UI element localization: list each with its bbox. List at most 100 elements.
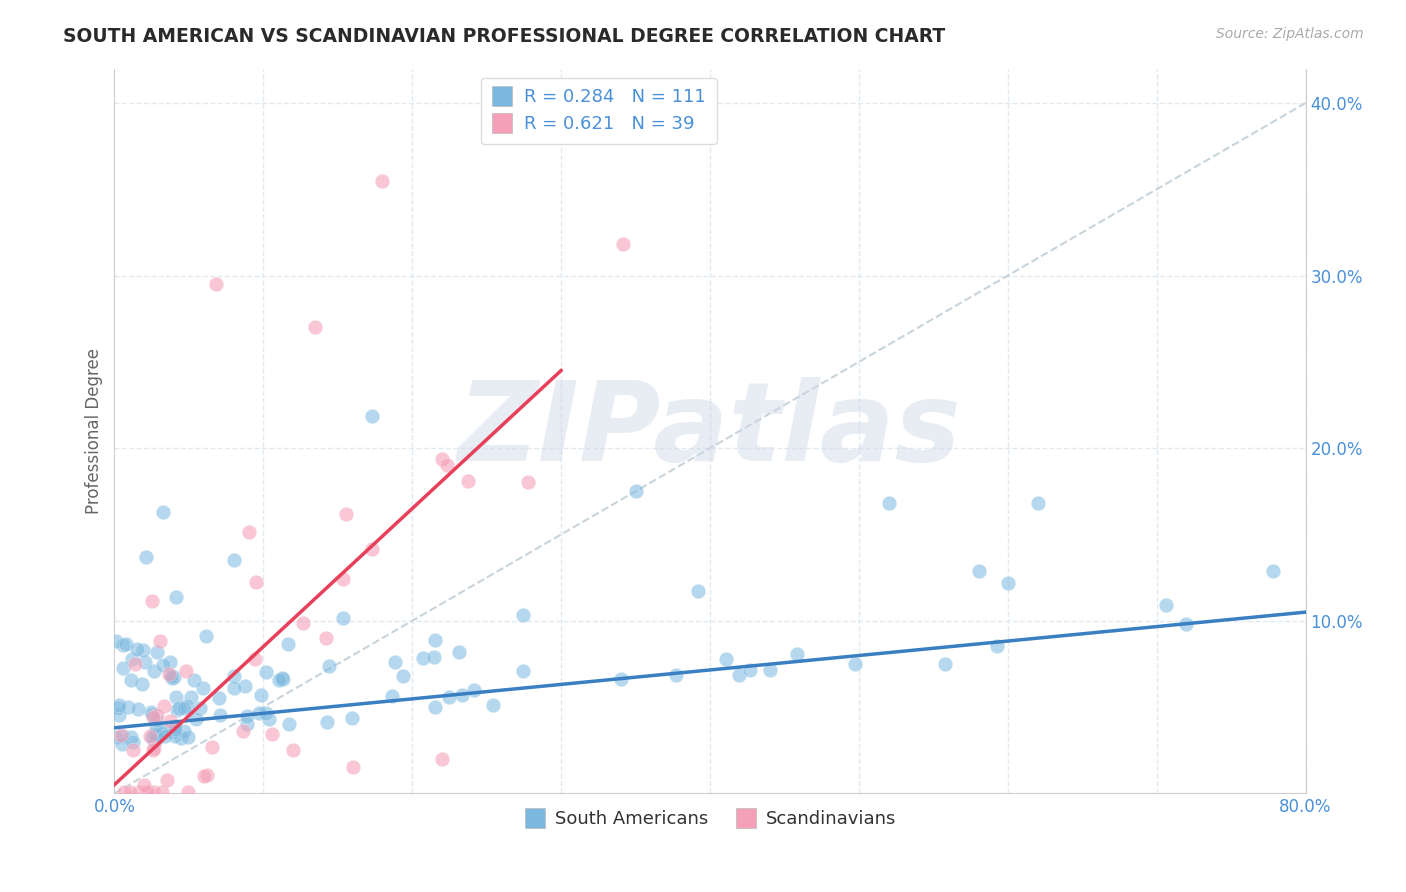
Point: [786, 647, 808, 661]
Point: [145, 713, 167, 727]
Point: [110, 728, 132, 742]
Point: [165, 690, 187, 704]
Point: [165, 722, 187, 736]
Point: [610, 672, 633, 686]
Point: [512, 608, 534, 623]
Point: [152, 726, 174, 740]
Point: [143, 727, 166, 741]
Point: [134, 778, 156, 792]
Point: [107, 700, 129, 714]
Point: [256, 706, 278, 720]
Point: [412, 650, 434, 665]
Point: [173, 701, 195, 715]
Point: [193, 769, 215, 783]
Point: [139, 729, 162, 743]
Point: [110, 737, 132, 751]
Point: [686, 583, 709, 598]
Point: [122, 735, 145, 749]
Point: [371, 174, 394, 188]
Point: [167, 701, 190, 715]
Point: [449, 645, 471, 659]
Point: [245, 574, 267, 589]
Point: [342, 760, 364, 774]
Point: [132, 643, 155, 657]
Point: [208, 690, 231, 705]
Point: [159, 714, 181, 729]
Point: [423, 632, 446, 647]
Point: [112, 784, 135, 798]
Point: [335, 507, 357, 521]
Point: [152, 657, 174, 672]
Point: [392, 669, 415, 683]
Point: [318, 658, 340, 673]
Point: [186, 712, 208, 726]
Point: [108, 708, 131, 723]
Point: [145, 728, 167, 742]
Point: [232, 723, 254, 738]
Point: [1261, 564, 1284, 578]
Point: [105, 634, 128, 648]
Point: [624, 484, 647, 499]
Point: [134, 655, 156, 669]
Point: [141, 593, 163, 607]
Point: [105, 730, 128, 744]
Point: [127, 701, 149, 715]
Point: [146, 708, 169, 723]
Point: [423, 700, 446, 714]
Point: [714, 652, 737, 666]
Point: [224, 668, 246, 682]
Point: [439, 690, 461, 704]
Point: [222, 553, 245, 567]
Point: [131, 677, 153, 691]
Point: [142, 741, 165, 756]
Point: [193, 681, 215, 695]
Point: [361, 542, 384, 557]
Point: [162, 724, 184, 739]
Point: [160, 671, 183, 685]
Point: [174, 665, 197, 679]
Point: [128, 784, 150, 798]
Point: [142, 710, 165, 724]
Point: [269, 673, 291, 688]
Point: [121, 652, 143, 666]
Point: [759, 663, 782, 677]
Point: [281, 743, 304, 757]
Point: [177, 730, 200, 744]
Point: [738, 663, 761, 677]
Point: [141, 706, 163, 721]
Point: [233, 680, 256, 694]
Point: [145, 719, 167, 733]
Point: [271, 671, 294, 685]
Point: [612, 236, 634, 251]
Point: [194, 629, 217, 643]
Point: [260, 727, 283, 741]
Point: [250, 688, 273, 702]
Point: [463, 682, 485, 697]
Point: [143, 664, 166, 678]
Point: [195, 767, 218, 781]
Point: [277, 637, 299, 651]
Point: [457, 475, 479, 489]
Text: ZIPatlas: ZIPatlas: [458, 377, 962, 484]
Point: [124, 657, 146, 671]
Text: Source: ZipAtlas.com: Source: ZipAtlas.com: [1216, 27, 1364, 41]
Point: [332, 572, 354, 586]
Point: [173, 723, 195, 738]
Point: [664, 667, 686, 681]
Point: [235, 717, 257, 731]
Point: [451, 688, 474, 702]
Point: [143, 784, 166, 798]
Point: [136, 784, 159, 798]
Point: [384, 655, 406, 669]
Point: [146, 645, 169, 659]
Point: [136, 784, 159, 798]
Point: [118, 784, 141, 798]
Point: [122, 743, 145, 757]
Point: [145, 733, 167, 747]
Point: [304, 320, 326, 334]
Point: [152, 504, 174, 518]
Point: [177, 784, 200, 798]
Point: [141, 731, 163, 745]
Point: [877, 496, 900, 510]
Point: [1026, 496, 1049, 510]
